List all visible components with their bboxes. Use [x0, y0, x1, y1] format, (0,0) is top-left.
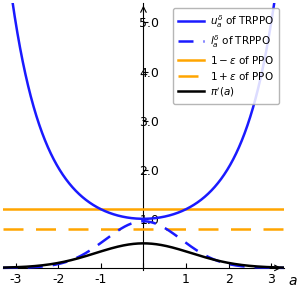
Line: $u_a^{\delta}$ of TRPPO: $u_a^{\delta}$ of TRPPO [3, 0, 284, 219]
$l_a^{\delta}$ of TRPPO [130, 222, 134, 225]
Legend: $u_a^{\delta}$ of TRPPO, $l_a^{\delta}$ of TRPPO, $1 - \varepsilon$ of PPO, $1 +: $u_a^{\delta}$ of TRPPO, $l_a^{\delta}$ … [173, 8, 279, 104]
$1 - \varepsilon$ of PPO [184, 207, 188, 211]
$1 + \varepsilon$ of PPO [184, 227, 188, 230]
$u_a^{\delta}$ of TRPPO [130, 216, 134, 220]
$\pi'(a)$ [138, 242, 141, 245]
$\pi'(a)$ [1, 266, 4, 269]
$\pi'(a)$ [274, 266, 278, 269]
$\pi'(a)$ [142, 242, 145, 245]
$l_a^{\delta}$ of TRPPO [274, 266, 278, 269]
$l_a^{\delta}$ of TRPPO [1, 266, 4, 270]
$\pi'(a)$ [15, 265, 19, 269]
$l_a^{\delta}$ of TRPPO [142, 220, 145, 223]
$1 - \varepsilon$ of PPO [142, 207, 145, 211]
$l_a^{\delta}$ of TRPPO [138, 220, 141, 223]
$l_a^{\delta}$ of TRPPO [274, 266, 278, 269]
$u_a^{\delta}$ of TRPPO [142, 217, 145, 220]
$u_a^{\delta}$ of TRPPO [223, 173, 226, 176]
$\pi'(a)$ [282, 266, 286, 269]
$1 + \varepsilon$ of PPO [142, 227, 145, 230]
$\pi'(a)$ [223, 260, 226, 264]
$u_a^{\delta}$ of TRPPO [15, 30, 19, 33]
$l_a^{\delta}$ of TRPPO [282, 266, 286, 270]
$u_a^{\delta}$ of TRPPO [138, 217, 141, 220]
Line: $\pi'(a)$: $\pi'(a)$ [3, 243, 284, 268]
$\pi'(a)$ [130, 242, 134, 246]
$l_a^{\delta}$ of TRPPO [223, 261, 226, 265]
$\pi'(a)$ [274, 266, 278, 269]
$l_a^{\delta}$ of TRPPO [15, 266, 19, 269]
Text: $a$: $a$ [288, 274, 298, 288]
Line: $l_a^{\delta}$ of TRPPO: $l_a^{\delta}$ of TRPPO [3, 221, 284, 268]
